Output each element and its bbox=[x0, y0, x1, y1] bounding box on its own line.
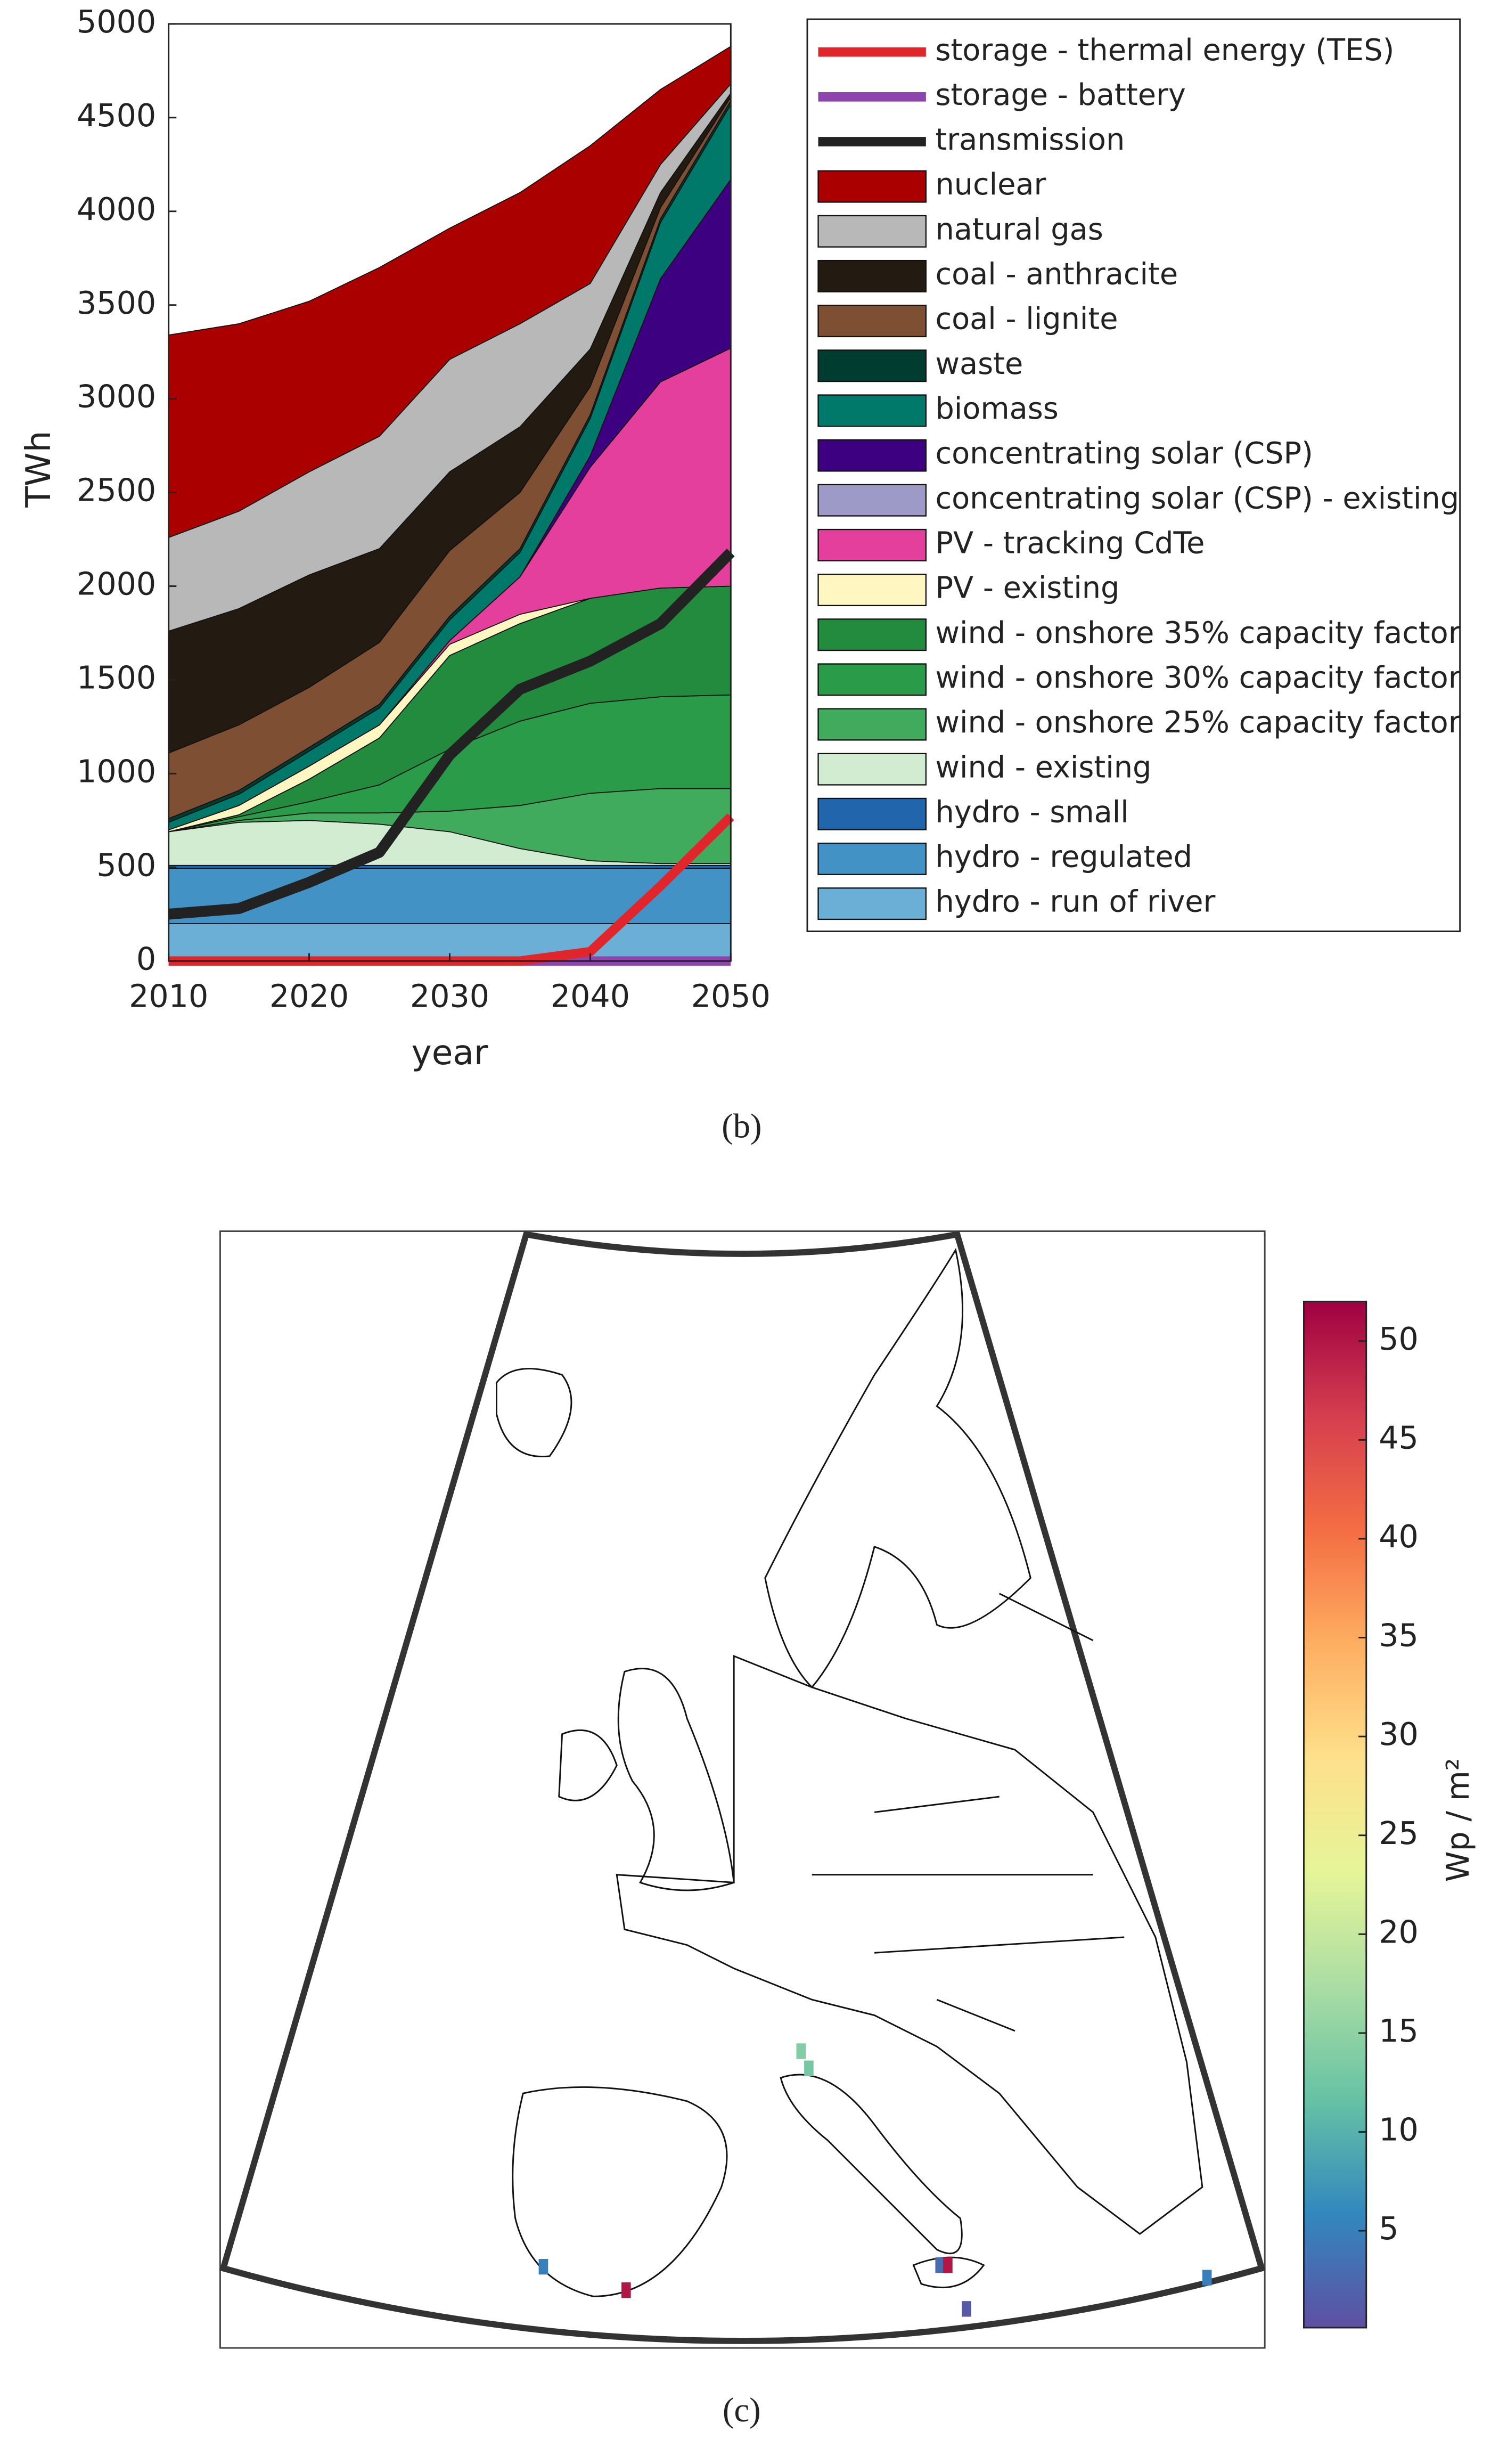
y-tick-label: 2500 bbox=[77, 472, 156, 509]
coastlines bbox=[496, 1247, 1203, 2297]
legend-label: PV - existing bbox=[935, 571, 1119, 606]
line bbox=[168, 548, 735, 920]
legend-label: biomass bbox=[935, 391, 1058, 426]
colorbar-tick-label: 20 bbox=[1379, 1914, 1419, 1950]
legend-label: wind - onshore 35% capacity factor bbox=[935, 616, 1460, 650]
site bbox=[1202, 2270, 1212, 2286]
legend-label: hydro - small bbox=[935, 795, 1128, 829]
legend-swatch bbox=[817, 618, 927, 651]
x-axis-label: year bbox=[412, 1033, 488, 1073]
site bbox=[804, 2060, 814, 2076]
colorbar-tick-label: 10 bbox=[1379, 2112, 1419, 2148]
legend-frame bbox=[806, 18, 1461, 932]
legend-swatch bbox=[817, 170, 927, 203]
legend-swatch bbox=[817, 797, 927, 830]
legend-label: natural gas bbox=[935, 212, 1103, 247]
x-tick-label: 2040 bbox=[551, 978, 630, 1015]
site bbox=[943, 2257, 953, 2273]
legend-swatch bbox=[817, 753, 927, 786]
y-tick-label: 2000 bbox=[77, 566, 156, 602]
legend-label: waste bbox=[935, 347, 1023, 381]
legend-swatch bbox=[817, 574, 927, 607]
legend-swatch bbox=[817, 528, 927, 561]
y-tick-label: 1000 bbox=[77, 753, 156, 789]
colorbar bbox=[1303, 1301, 1367, 2329]
caption: (c) bbox=[723, 2391, 761, 2429]
legend-label: nuclear bbox=[935, 167, 1046, 202]
y-tick-label: 4000 bbox=[77, 191, 156, 227]
legend-label: wind - onshore 25% capacity factor bbox=[935, 705, 1460, 740]
x-tick-label: 2010 bbox=[129, 978, 208, 1015]
legend-label: coal - lignite bbox=[935, 302, 1118, 337]
legend-swatch bbox=[817, 708, 927, 741]
legend-label: wind - onshore 30% capacity factor bbox=[935, 660, 1460, 695]
legend-label: hydro - regulated bbox=[935, 840, 1192, 875]
map-projection-outline bbox=[219, 1230, 1266, 2344]
y-tick-label: 5000 bbox=[77, 4, 156, 40]
y-tick-label: 500 bbox=[96, 847, 156, 883]
y-axis-label: TWh bbox=[19, 431, 59, 508]
legend: storage - thermal energy (TES) storage - … bbox=[806, 18, 1461, 932]
site bbox=[962, 2301, 971, 2317]
legend-swatch bbox=[817, 305, 927, 338]
x-tick-label: 2020 bbox=[269, 978, 349, 1015]
y-tick-label: 0 bbox=[136, 941, 156, 977]
legend-label: PV - tracking CdTe bbox=[935, 526, 1205, 561]
legend-swatch bbox=[817, 887, 927, 920]
colorbar-tick-label: 30 bbox=[1379, 1716, 1419, 1752]
caption: (b) bbox=[722, 1107, 761, 1145]
legend-label: hydro - run of river bbox=[935, 885, 1215, 919]
site bbox=[935, 2257, 945, 2273]
legend-swatch bbox=[817, 215, 927, 248]
legend-swatch bbox=[817, 394, 927, 427]
colorbar-tick-label: 5 bbox=[1379, 2210, 1398, 2247]
legend-label: storage - battery bbox=[935, 78, 1185, 112]
colorbar-tick-label: 25 bbox=[1379, 1815, 1419, 1851]
legend-swatch bbox=[817, 349, 927, 382]
legend-label: coal - anthracite bbox=[935, 257, 1178, 292]
y-tick-label: 4500 bbox=[77, 97, 156, 134]
site bbox=[796, 2043, 806, 2059]
legend-swatch bbox=[817, 842, 927, 875]
legend-swatch bbox=[817, 663, 927, 696]
colorbar-label: Wp / m² bbox=[1440, 1758, 1476, 1882]
map-frame bbox=[219, 1230, 1266, 2349]
map: 5 10 15 20 25 30 35 40 45 50 Wp / m² bbox=[538, 1301, 1476, 2329]
legend-label: storage - thermal energy (TES) bbox=[935, 33, 1394, 68]
x-tick-label: 2050 bbox=[691, 978, 771, 1015]
legend-label: concentrating solar (CSP) - existing bbox=[935, 481, 1459, 516]
colorbar-tick-label: 45 bbox=[1379, 1419, 1419, 1456]
colorbar-tick-label: 40 bbox=[1379, 1519, 1419, 1555]
y-tick-label: 3000 bbox=[77, 379, 156, 415]
legend-label: transmission bbox=[935, 123, 1125, 157]
legend-label: wind - existing bbox=[935, 750, 1151, 785]
y-tick-label: 3500 bbox=[77, 285, 156, 321]
legend-swatch bbox=[817, 259, 927, 292]
site bbox=[621, 2282, 631, 2298]
colorbar-tick-label: 15 bbox=[1379, 2013, 1419, 2049]
site bbox=[538, 2258, 548, 2275]
legend-swatch bbox=[817, 439, 927, 472]
colorbar-tick-label: 50 bbox=[1379, 1321, 1419, 1357]
legend-label: concentrating solar (CSP) bbox=[935, 436, 1313, 471]
chart: 0 500 1000 1500 2000 2500 3000 3500 4000 4500 5000… bbox=[19, 4, 1461, 1073]
legend-swatch bbox=[817, 484, 927, 517]
colorbar-tick-label: 35 bbox=[1379, 1618, 1419, 1654]
y-tick-label: 1500 bbox=[77, 660, 156, 696]
x-tick-label: 2030 bbox=[410, 978, 489, 1015]
